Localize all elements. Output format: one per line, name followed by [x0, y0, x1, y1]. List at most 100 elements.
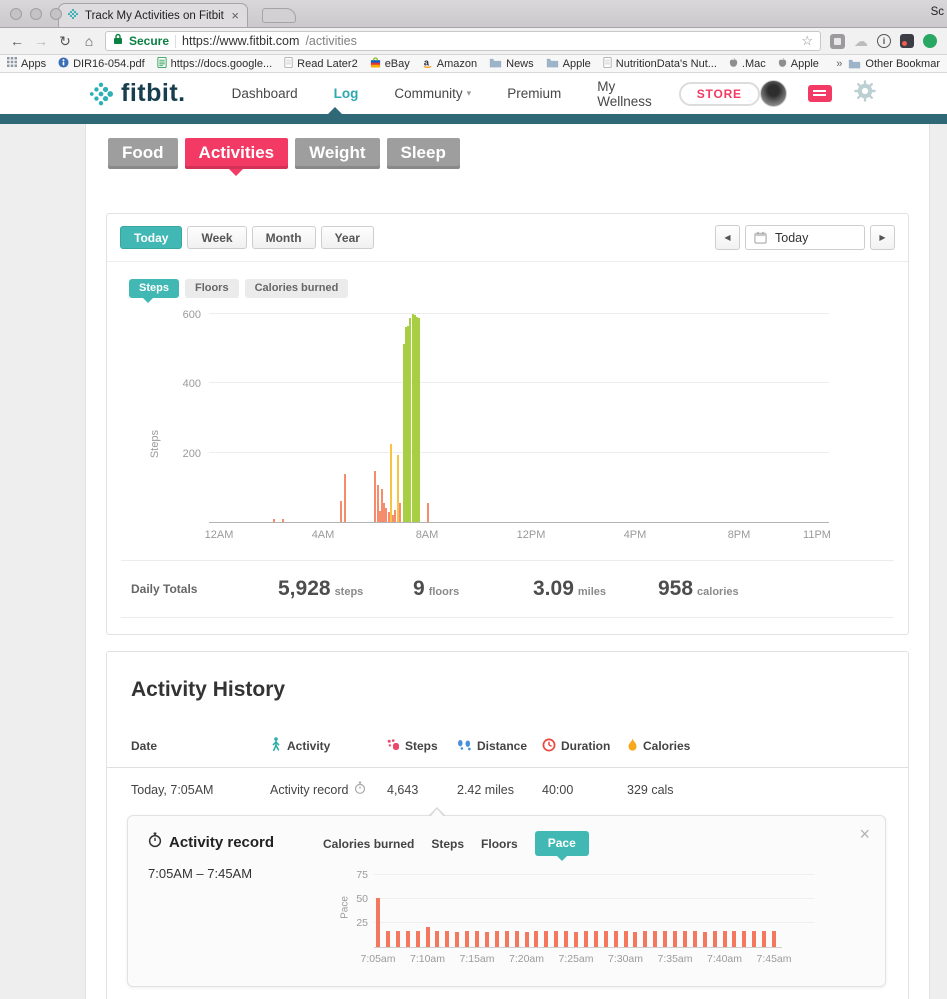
- url-bar[interactable]: Secure https://www.fitbit.com /activitie…: [105, 31, 821, 51]
- nav-item-dashboard[interactable]: Dashboard: [231, 86, 298, 101]
- pace-bar[interactable]: [514, 930, 519, 947]
- extension-evernote-icon[interactable]: [900, 34, 914, 48]
- nav-item-premium[interactable]: Premium: [507, 86, 562, 101]
- pace-bar[interactable]: [663, 930, 668, 947]
- steps-bar[interactable]: [418, 318, 421, 522]
- extension-info-icon[interactable]: i: [877, 34, 891, 48]
- nav-item-my-wellness[interactable]: My Wellness: [597, 78, 652, 109]
- back-button[interactable]: ←: [10, 32, 24, 49]
- steps-bar[interactable]: [381, 489, 384, 522]
- pace-bar[interactable]: [692, 930, 697, 947]
- pace-bar[interactable]: [395, 930, 400, 947]
- steps-bar[interactable]: [407, 325, 410, 522]
- close-icon[interactable]: ×: [859, 824, 870, 844]
- pace-bar[interactable]: [682, 930, 687, 947]
- steps-bar[interactable]: [385, 508, 388, 522]
- pace-bar[interactable]: [593, 930, 598, 947]
- period-year-button[interactable]: Year: [320, 226, 374, 249]
- prev-day-button[interactable]: ◀: [715, 225, 740, 250]
- pace-bar[interactable]: [435, 930, 440, 947]
- steps-bar[interactable]: [416, 316, 419, 522]
- steps-bar[interactable]: [344, 473, 347, 522]
- tab-weight[interactable]: Weight: [295, 138, 380, 169]
- bookmark-apple[interactable]: Apple: [546, 57, 591, 71]
- other-bookmarks-folder[interactable]: Other Bookmar: [848, 58, 940, 70]
- bookmark-https-docs-google-[interactable]: https://docs.google...: [157, 56, 272, 71]
- bookmark--mac[interactable]: .Mac: [729, 57, 766, 71]
- series-tab-steps[interactable]: Steps: [129, 279, 179, 303]
- pace-bar[interactable]: [415, 930, 420, 947]
- next-day-button[interactable]: ▶: [870, 225, 895, 250]
- pace-bar[interactable]: [673, 930, 677, 947]
- bookmark-amazon[interactable]: a Amazon: [422, 57, 477, 71]
- steps-bar[interactable]: [396, 455, 399, 522]
- period-today-button[interactable]: Today: [120, 226, 183, 249]
- pace-bar[interactable]: [603, 930, 608, 947]
- steps-bar[interactable]: [427, 502, 430, 522]
- minimize-button[interactable]: [30, 8, 42, 20]
- nav-item-community[interactable]: Community ▾: [394, 86, 472, 101]
- steps-bar[interactable]: [392, 515, 395, 522]
- pace-bar[interactable]: [475, 930, 479, 947]
- steps-bar[interactable]: [413, 315, 416, 522]
- pace-bar[interactable]: [633, 931, 638, 947]
- pace-bar[interactable]: [534, 930, 539, 947]
- pace-bar[interactable]: [623, 930, 628, 947]
- pace-bar[interactable]: [762, 930, 767, 947]
- tab-food[interactable]: Food: [108, 138, 178, 169]
- pace-bar[interactable]: [742, 930, 747, 947]
- bookmark-dir16-054-pdf[interactable]: DIR16-054.pdf: [58, 56, 145, 71]
- steps-bar[interactable]: [377, 485, 380, 522]
- steps-bar[interactable]: [389, 443, 392, 522]
- pace-bar[interactable]: [583, 930, 588, 947]
- pace-bar[interactable]: [544, 930, 549, 947]
- pace-bar[interactable]: [712, 930, 717, 947]
- detail-tab-pace[interactable]: Pace: [534, 831, 589, 861]
- fitbit-logo[interactable]: fitbit.: [88, 79, 186, 108]
- pace-bar[interactable]: [494, 930, 499, 947]
- tab-close-icon[interactable]: ×: [231, 8, 239, 23]
- steps-bar[interactable]: [387, 512, 390, 522]
- bookmark-star-icon[interactable]: ☆: [801, 33, 813, 48]
- detail-tab-calories-burned[interactable]: Calories burned: [323, 836, 415, 851]
- pace-bar[interactable]: [653, 930, 658, 947]
- pace-bar[interactable]: [564, 930, 569, 947]
- pace-bar[interactable]: [643, 930, 648, 947]
- column-header-date[interactable]: Date: [131, 739, 270, 753]
- series-tab-calories-burned[interactable]: Calories burned: [244, 279, 349, 298]
- steps-bar[interactable]: [411, 314, 414, 522]
- column-header-duration[interactable]: Duration: [542, 738, 627, 755]
- pace-bar[interactable]: [574, 931, 578, 947]
- bookmark-read-later2[interactable]: Read Later2: [284, 56, 358, 71]
- column-header-steps[interactable]: Steps: [387, 738, 457, 754]
- steps-bar[interactable]: [402, 343, 405, 522]
- pace-bar[interactable]: [772, 930, 776, 947]
- bookmark-nutritiondata-s-nut-[interactable]: NutritionData's Nut...: [603, 56, 717, 71]
- pace-bar[interactable]: [425, 926, 430, 947]
- column-header-calories[interactable]: Calories: [627, 738, 747, 755]
- home-button[interactable]: ⌂: [84, 32, 94, 49]
- extension-gray-square-icon[interactable]: [830, 33, 845, 49]
- bookmark-apps[interactable]: Apps: [7, 57, 46, 70]
- steps-bar[interactable]: [272, 518, 275, 522]
- period-week-button[interactable]: Week: [187, 226, 247, 249]
- bookmark-ebay[interactable]: eBay: [370, 56, 410, 71]
- pace-bar[interactable]: [465, 930, 470, 947]
- detail-tab-steps[interactable]: Steps: [431, 836, 465, 851]
- zoom-button[interactable]: [50, 8, 62, 20]
- steps-bar[interactable]: [374, 471, 376, 522]
- tab-sleep[interactable]: Sleep: [386, 138, 460, 169]
- pace-bar[interactable]: [752, 930, 757, 947]
- detail-tab-floors[interactable]: Floors: [481, 836, 518, 851]
- pace-bar[interactable]: [524, 931, 529, 947]
- extension-cloud-icon[interactable]: ☁: [854, 33, 868, 49]
- pace-bar[interactable]: [484, 931, 489, 947]
- column-header-distance[interactable]: Distance: [457, 739, 542, 754]
- bookmarks-overflow-chevron[interactable]: »: [836, 57, 843, 70]
- forward-button[interactable]: →: [34, 32, 48, 49]
- column-header-activity[interactable]: Activity: [270, 737, 387, 755]
- bookmark-apple[interactable]: Apple: [778, 57, 819, 71]
- reload-button[interactable]: ↻: [59, 32, 71, 49]
- nav-item-log[interactable]: Log: [333, 86, 359, 101]
- extension-green-circle-icon[interactable]: [923, 34, 937, 48]
